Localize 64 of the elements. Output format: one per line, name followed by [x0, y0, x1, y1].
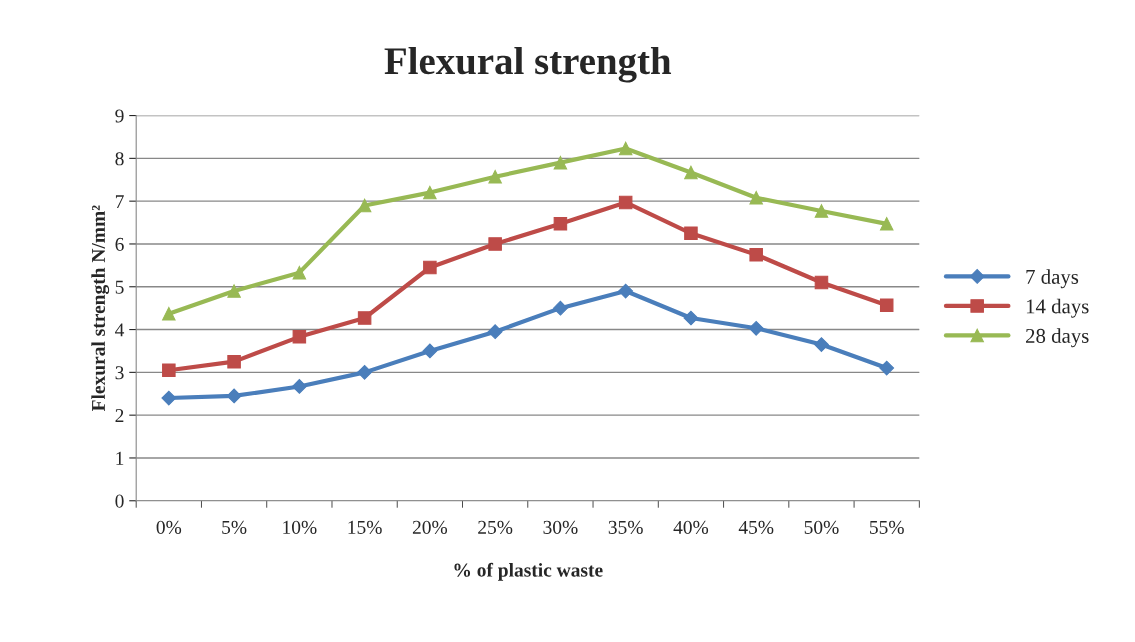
point — [814, 275, 829, 290]
x-tick-label: 35% — [608, 520, 643, 534]
y-tick-label: 6 — [115, 237, 124, 251]
y-tick-label: 3 — [115, 366, 124, 380]
legend-label: 28 days — [1026, 328, 1089, 348]
chart-title: Flexural strength — [384, 46, 672, 83]
point — [618, 141, 633, 156]
point — [879, 298, 894, 312]
point — [423, 260, 437, 275]
point — [357, 311, 372, 325]
point — [814, 204, 829, 218]
point — [618, 195, 633, 210]
legend-label: 14 days — [1026, 298, 1089, 318]
point — [684, 226, 698, 241]
point — [487, 324, 503, 340]
point — [749, 190, 763, 205]
point — [357, 198, 372, 213]
point — [618, 283, 634, 299]
point — [488, 237, 502, 251]
point — [162, 306, 176, 321]
point — [683, 310, 699, 326]
x-tick-label: 25% — [478, 520, 513, 534]
y-tick-label: 8 — [115, 152, 124, 166]
y-tick-label: 1 — [116, 451, 124, 465]
y-tick-label: 5 — [115, 280, 124, 294]
point — [553, 155, 568, 170]
point — [684, 165, 698, 180]
y-tick-label: 9 — [115, 109, 124, 123]
y-axis-title: Flexural strength N/mm² — [91, 205, 110, 412]
point — [226, 388, 242, 404]
point — [227, 284, 241, 298]
point — [162, 363, 176, 377]
point — [488, 169, 502, 184]
x-tick-label: 5% — [222, 520, 247, 534]
legend-label: 7 days — [1026, 269, 1079, 289]
x-tick-label: 45% — [738, 520, 774, 534]
point — [553, 217, 568, 231]
y-tick-label: 2 — [115, 409, 124, 422]
point — [423, 185, 437, 200]
point — [292, 265, 307, 280]
x-tick-label: 55% — [870, 520, 904, 534]
point — [749, 247, 763, 262]
y-tick-label: 4 — [115, 323, 125, 337]
point — [879, 360, 895, 376]
point — [553, 300, 568, 316]
x-tick-label: 0% — [156, 520, 182, 534]
point — [422, 343, 438, 359]
point — [748, 320, 764, 336]
point — [291, 379, 307, 394]
point — [814, 337, 829, 352]
x-tick-label: 15% — [348, 520, 382, 534]
x-tick-label: 40% — [673, 520, 709, 534]
y-tick-label: 0 — [115, 494, 124, 508]
x-tick-label: 10% — [283, 520, 317, 534]
x-tick-label: 30% — [543, 520, 578, 534]
point — [292, 330, 307, 344]
point — [161, 390, 177, 406]
x-tick-label: 50% — [804, 520, 839, 534]
point — [879, 217, 894, 231]
point — [357, 364, 373, 380]
point — [227, 354, 241, 369]
y-tick-label: 7 — [115, 195, 124, 208]
x-axis-title: % of plastic waste — [454, 562, 603, 581]
x-tick-label: 20% — [412, 520, 448, 534]
